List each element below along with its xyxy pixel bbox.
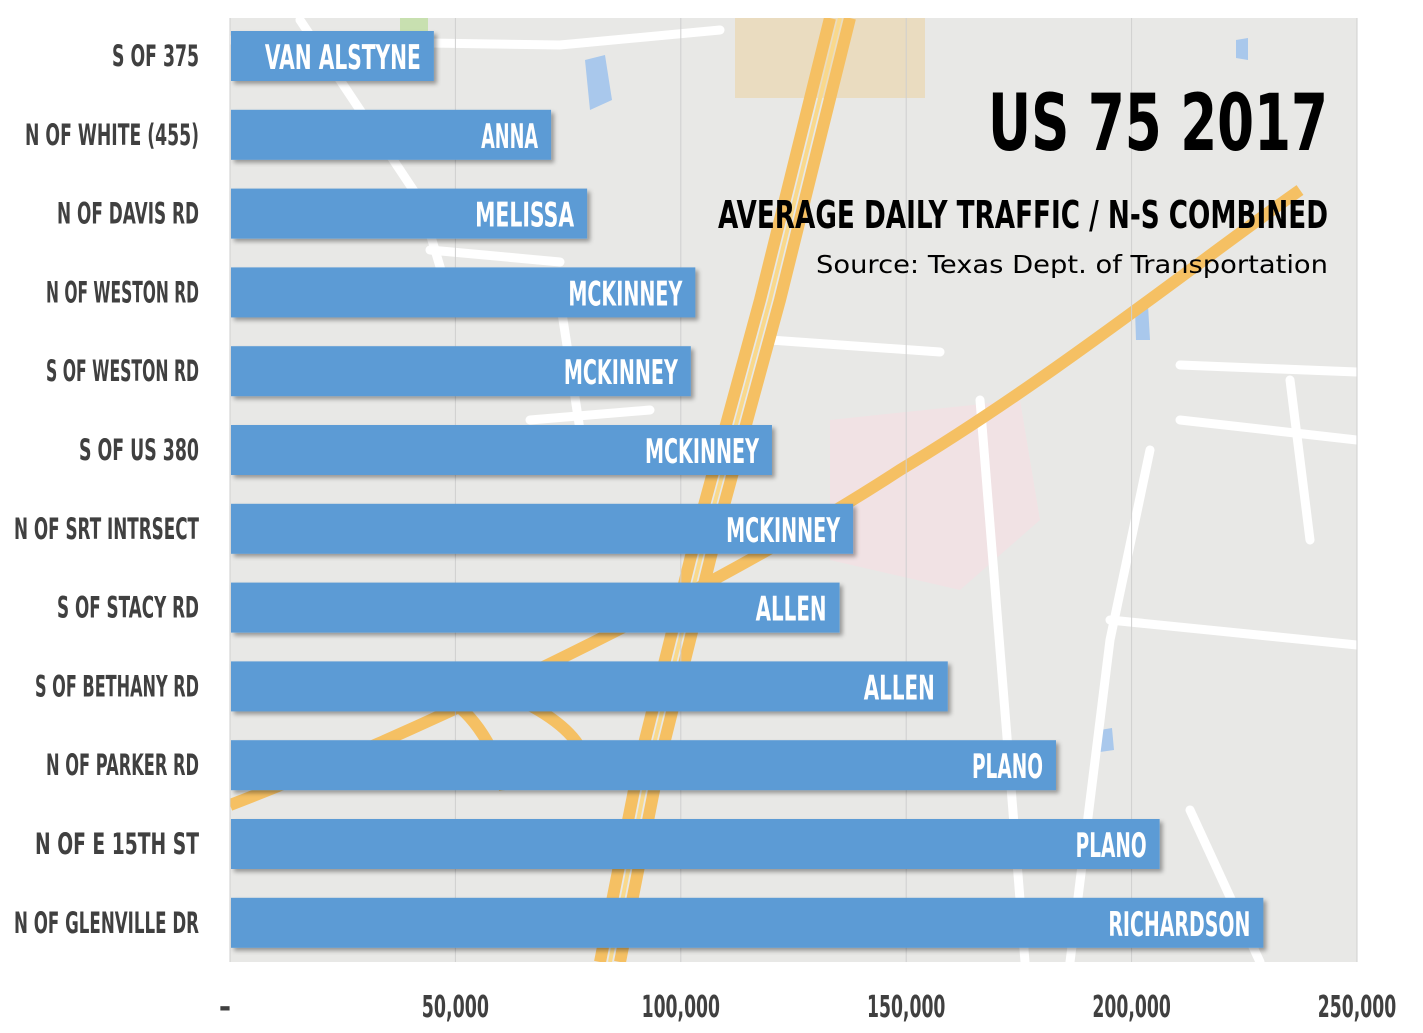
category-label: S OF BETHANY RD [35, 669, 199, 703]
x-tick-label: 50,000 [422, 990, 489, 1025]
bar [231, 425, 772, 475]
map-background [230, 18, 1357, 962]
x-tick-label: 250,000 [1318, 990, 1396, 1025]
x-tick-label: 200,000 [1092, 990, 1170, 1025]
bar-label: ANNA [481, 117, 538, 157]
category-label: S OF 375 [112, 39, 199, 73]
category-label: N OF DAVIS RD [57, 197, 199, 231]
x-tick-label: - [219, 990, 231, 1025]
category-label: N OF SRT INTRSECT [14, 512, 199, 546]
bar [231, 740, 1056, 791]
bar-label: PLANO [972, 747, 1043, 787]
bar [231, 31, 434, 81]
bar-label: VAN ALSTYNE [265, 38, 421, 78]
category-label: S OF WESTON RD [46, 354, 199, 388]
chart-source: Source: Texas Dept. of Transportation [816, 250, 1328, 279]
x-tick-label: 150,000 [867, 990, 945, 1025]
bar [231, 267, 696, 318]
bar-label: MCKINNEY [645, 432, 759, 472]
category-label: N OF E 15TH ST [35, 827, 199, 861]
category-label: N OF GLENVILLE DR [14, 906, 199, 940]
chart-subtitle: AVERAGE DAILY TRAFFIC / N-S COMBINED [718, 193, 1328, 237]
bar-label: PLANO [1076, 826, 1147, 866]
x-tick-label: 100,000 [642, 990, 720, 1025]
category-labels: S OF 375 N OF WHITE (455) N OF DAVIS RD N O… [14, 39, 199, 940]
bar-label: RICHARDSON [1108, 905, 1250, 945]
bar-label: ALLEN [864, 668, 935, 708]
bar [231, 188, 588, 239]
bar [231, 503, 854, 554]
bar-label: MCKINNEY [568, 274, 682, 314]
category-label: N OF WESTON RD [46, 275, 199, 309]
bar-label: MCKINNEY [726, 511, 840, 551]
bar [231, 346, 691, 397]
bar [231, 582, 840, 633]
x-gridlines [229, 18, 1358, 962]
bar-series: VAN ALSTYNE ANNA MELISSA MCKINNEY MCKINNEY MC… [231, 31, 1264, 948]
bar-label: MELISSA [475, 196, 574, 236]
bar [231, 109, 552, 160]
bar [231, 661, 948, 712]
chart-title: US 75 2017 [988, 79, 1328, 169]
category-label: S OF STACY RD [57, 591, 199, 625]
bar [231, 897, 1264, 948]
category-label: S OF US 380 [79, 433, 199, 467]
bar [231, 819, 1160, 869]
category-label: N OF WHITE (455) [25, 118, 199, 152]
x-tick-labels: - 50,000 100,000 150,000 200,000 250,000 [219, 990, 1396, 1025]
bar-label: MCKINNEY [564, 353, 678, 393]
bar-label: ALLEN [756, 590, 827, 630]
category-label: N OF PARKER RD [46, 748, 199, 782]
